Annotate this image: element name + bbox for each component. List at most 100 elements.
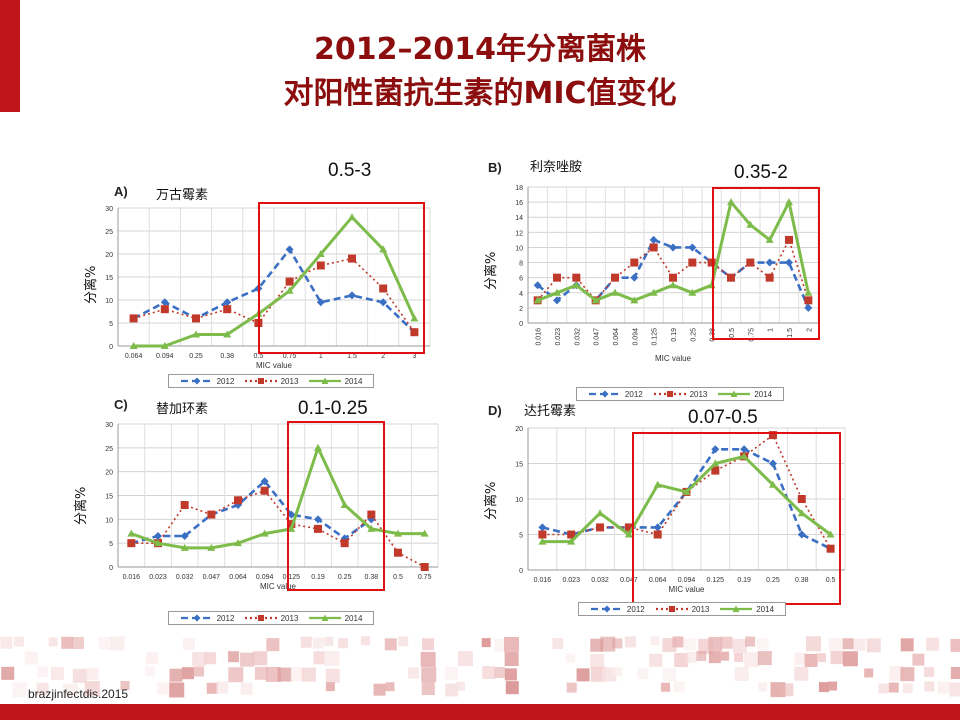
legend-item-2012: 2012	[588, 390, 643, 399]
mosaic-tile	[84, 681, 100, 697]
data-point-2014	[553, 288, 561, 296]
mosaic-tile	[662, 668, 676, 682]
mosaic-tile	[228, 651, 240, 663]
data-point-2012	[669, 243, 677, 252]
mosaic-tile	[361, 636, 371, 646]
mosaic-tile	[744, 652, 760, 668]
data-point-2014	[129, 342, 138, 349]
mosaic-tile	[206, 682, 218, 694]
source-citation: brazjinfectdis.2015	[28, 687, 129, 701]
x-tick-label: 1	[319, 353, 323, 360]
mosaic-tile	[900, 667, 915, 682]
x-tick-label: 0.032	[591, 577, 609, 584]
y-tick-label: 5	[109, 541, 113, 548]
mic-range-label-C: 0.1-0.25	[298, 398, 368, 419]
mosaic-tile	[313, 651, 327, 665]
data-point-2013	[260, 486, 269, 495]
y-tick-label: 0	[519, 568, 523, 575]
data-point-2013	[533, 296, 542, 305]
legend-label-2014: 2014	[344, 376, 363, 386]
highlight-box-B	[712, 187, 820, 340]
y-tick-label: 15	[105, 494, 113, 501]
legend-swatch-2014	[308, 614, 341, 621]
y-axis-label-A: 分离%	[84, 265, 99, 304]
mosaic-tile	[720, 636, 733, 649]
x-tick-label: 0.047	[594, 328, 601, 346]
y-tick-label: 20	[515, 426, 523, 433]
mosaic-tile	[72, 668, 87, 683]
panel-label-D: D)	[488, 403, 502, 418]
mosaic-tile	[194, 666, 205, 677]
data-point-2013	[630, 258, 639, 267]
mosaic-tile	[421, 682, 435, 696]
mosaic-tile	[421, 667, 437, 683]
mosaic-tile	[505, 681, 519, 695]
mic-range-label-A: 0.5-3	[328, 160, 372, 181]
y-tick-label: 0	[109, 344, 113, 351]
mosaic-tile	[878, 683, 889, 694]
mosaic-tile	[384, 638, 397, 651]
mosaic-tile	[36, 682, 49, 695]
mosaic-tile	[708, 651, 721, 664]
mosaic-tile	[422, 638, 435, 651]
mosaic-tile	[192, 652, 207, 667]
accent-bar	[0, 0, 20, 112]
mosaic-tile	[290, 667, 305, 682]
mosaic-tile	[145, 666, 156, 677]
mosaic-tile	[888, 682, 899, 693]
mosaic-tile	[853, 638, 866, 651]
data-point-2013	[669, 273, 677, 282]
legend-D: 2012 2013 2014	[578, 602, 786, 616]
mosaic-tile	[120, 681, 130, 691]
mosaic-tile	[14, 636, 25, 647]
x-tick-label: 0.064	[229, 574, 247, 581]
mosaic-tile	[590, 653, 605, 668]
legend-swatch-2013	[655, 606, 688, 612]
mosaic-tile	[457, 651, 473, 667]
x-tick-label: 0.016	[536, 328, 543, 346]
mosaic-tile	[758, 682, 768, 692]
x-tick-label: 1.5	[347, 353, 357, 360]
data-point-2014	[567, 537, 576, 545]
data-point-2013	[207, 510, 216, 519]
legend-swatch-2012	[180, 614, 213, 622]
x-tick-label: 0.38	[220, 353, 234, 360]
mosaic-tile	[146, 652, 159, 665]
y-tick-label: 5	[519, 533, 523, 540]
mosaic-tile	[266, 638, 280, 652]
mosaic-tile	[624, 636, 636, 648]
y-tick-label: 5	[109, 321, 113, 328]
legend-swatch-2012	[180, 377, 213, 385]
data-point-2013	[596, 523, 605, 532]
y-tick-label: 10	[515, 245, 523, 252]
data-point-2013	[420, 563, 429, 571]
mosaic-tile	[182, 637, 195, 650]
mosaic-tile	[600, 636, 616, 652]
legend-label-2012: 2012	[216, 613, 235, 623]
data-point-2012	[234, 501, 242, 510]
y-tick-label: 8	[519, 261, 523, 268]
x-tick-label: 2	[381, 353, 385, 360]
legend-item-2014: 2014	[308, 614, 362, 623]
data-point-2012	[192, 314, 200, 323]
x-tick-label: 0.75	[418, 574, 432, 581]
legend-item-2013: 2013	[653, 390, 707, 399]
legend-label-2012: 2012	[626, 604, 645, 614]
data-point-2012	[596, 523, 605, 532]
data-point-2012	[207, 510, 216, 519]
mosaic-tile	[324, 636, 334, 646]
mosaic-tile	[445, 683, 459, 697]
mosaic-tile	[756, 637, 769, 650]
data-point-2014	[420, 529, 429, 537]
data-point-2012	[129, 314, 138, 323]
y-tick-label: 15	[105, 275, 113, 282]
data-point-2012	[260, 477, 269, 486]
mosaic-tile	[828, 637, 843, 652]
x-tick-label: 0.5	[254, 353, 264, 360]
highlight-box-D	[632, 432, 841, 605]
legend-swatch-2013	[244, 378, 277, 384]
legend-label-2012: 2012	[216, 376, 235, 386]
mosaic-tile	[37, 666, 49, 678]
legend-swatch-2013	[244, 615, 277, 621]
mosaic-tile	[866, 638, 881, 653]
